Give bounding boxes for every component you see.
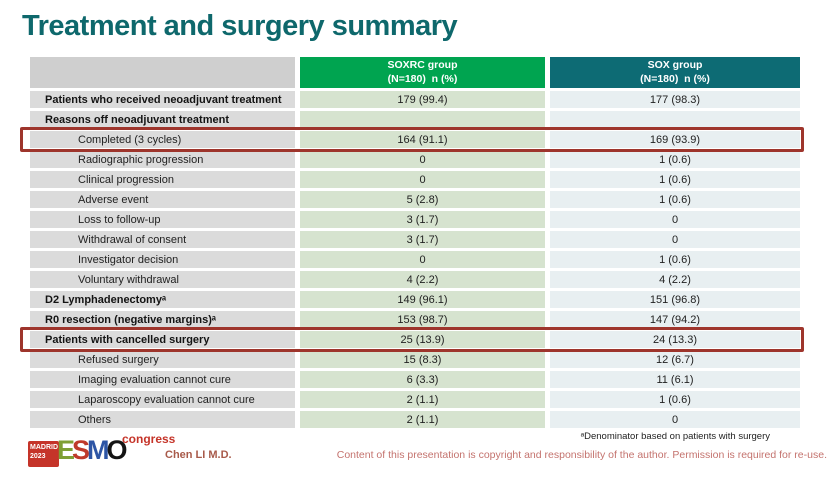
header-sox-label: SOX group: [647, 59, 703, 72]
sox-value: 169 (93.9): [550, 131, 800, 148]
sox-value: 0: [550, 231, 800, 248]
row-label: Completed (3 cycles): [30, 131, 295, 148]
soxrc-value: 25 (13.9): [300, 331, 545, 348]
copyright-notice: Content of this presentation is copyrigh…: [336, 449, 827, 461]
esmo-letter-s: S: [72, 435, 90, 465]
soxrc-value: 0: [300, 171, 545, 188]
soxrc-value: 0: [300, 251, 545, 268]
row-label: D2 Lymphadenectomyᵃ: [30, 291, 295, 308]
sox-value: 0: [550, 411, 800, 428]
logo-year: 2023: [30, 452, 46, 460]
soxrc-value: 2 (1.1): [300, 411, 545, 428]
row-label: Reasons off neoadjuvant treatment: [30, 111, 295, 128]
sox-value: 177 (98.3): [550, 91, 800, 108]
table-row: Completed (3 cycles) 164 (91.1) 169 (93.…: [20, 127, 804, 152]
table-row: Patients who received neoadjuvant treatm…: [30, 91, 800, 108]
sox-value: 11 (6.1): [550, 371, 800, 388]
soxrc-value: 0: [300, 151, 545, 168]
sox-value: 1 (0.6): [550, 151, 800, 168]
row-label: Voluntary withdrawal: [30, 271, 295, 288]
logo-city: MADRID: [30, 444, 58, 451]
soxrc-value: 4 (2.2): [300, 271, 545, 288]
madrid-2023-badge: MADRID 2023: [28, 441, 59, 467]
sox-value: 151 (96.8): [550, 291, 800, 308]
table-row: Voluntary withdrawal 4 (2.2) 4 (2.2): [30, 271, 800, 288]
header-sox-group: SOX group (N=180) n (%): [550, 57, 800, 88]
row-label: Patients who received neoadjuvant treatm…: [30, 91, 295, 108]
sox-value: [550, 111, 800, 128]
congress-label: congress: [122, 432, 176, 446]
slide-title: Treatment and surgery summary: [22, 10, 458, 42]
table-row: Imaging evaluation cannot cure 6 (3.3) 1…: [30, 371, 800, 388]
soxrc-value: 153 (98.7): [300, 311, 545, 328]
row-label: Clinical progression: [30, 171, 295, 188]
soxrc-value: 5 (2.8): [300, 191, 545, 208]
row-label: Refused surgery: [30, 351, 295, 368]
table-header-row: SOXRC group (N=180) n (%) SOX group (N=1…: [30, 57, 800, 88]
author-name: Chen LI M.D.: [165, 449, 232, 461]
soxrc-value: [300, 111, 545, 128]
soxrc-value: 149 (96.1): [300, 291, 545, 308]
sox-value: 24 (13.3): [550, 331, 800, 348]
table-row: Patients with cancelled surgery 25 (13.9…: [20, 327, 804, 352]
header-soxrc-group: SOXRC group (N=180) n (%): [300, 57, 545, 88]
table-row: R0 resection (negative margins)ᵃ 153 (98…: [30, 311, 800, 328]
esmo-letter-o: O: [106, 435, 128, 465]
table-row: Radiographic progression 0 1 (0.6): [30, 151, 800, 168]
sox-value: 1 (0.6): [550, 191, 800, 208]
esmo-wordmark: ESMO: [57, 435, 128, 466]
table-row: Adverse event 5 (2.8) 1 (0.6): [30, 191, 800, 208]
table-row: Loss to follow-up 3 (1.7) 0: [30, 211, 800, 228]
table-row: Reasons off neoadjuvant treatment: [30, 111, 800, 128]
header-sox-sublabel: (N=180) n (%): [640, 72, 710, 85]
summary-table: SOXRC group (N=180) n (%) SOX group (N=1…: [20, 57, 804, 431]
row-label: Withdrawal of consent: [30, 231, 295, 248]
sox-value: 147 (94.2): [550, 311, 800, 328]
sox-value: 0: [550, 211, 800, 228]
soxrc-value: 3 (1.7): [300, 231, 545, 248]
header-soxrc-sublabel: (N=180) n (%): [387, 72, 458, 85]
row-label: Adverse event: [30, 191, 295, 208]
soxrc-value: 15 (8.3): [300, 351, 545, 368]
row-label: Loss to follow-up: [30, 211, 295, 228]
soxrc-value: 179 (99.4): [300, 91, 545, 108]
esmo-letter-m: M: [87, 435, 109, 465]
soxrc-value: 6 (3.3): [300, 371, 545, 388]
sox-value: 1 (0.6): [550, 391, 800, 408]
table-row: Investigator decision 0 1 (0.6): [30, 251, 800, 268]
soxrc-value: 3 (1.7): [300, 211, 545, 228]
table-footnote: ᵃDenominator based on patients with surg…: [580, 431, 770, 442]
row-label: Patients with cancelled surgery: [30, 331, 295, 348]
sox-value: 4 (2.2): [550, 271, 800, 288]
row-label: Laparoscopy evaluation cannot cure: [30, 391, 295, 408]
sox-value: 1 (0.6): [550, 171, 800, 188]
row-label: R0 resection (negative margins)ᵃ: [30, 311, 295, 328]
row-label: Radiographic progression: [30, 151, 295, 168]
table-row: Refused surgery 15 (8.3) 12 (6.7): [30, 351, 800, 368]
table-row: Withdrawal of consent 3 (1.7) 0: [30, 231, 800, 248]
row-label: Investigator decision: [30, 251, 295, 268]
table-row: Others 2 (1.1) 0: [30, 411, 800, 428]
soxrc-value: 2 (1.1): [300, 391, 545, 408]
table-body: Patients who received neoadjuvant treatm…: [20, 91, 804, 428]
row-label: Imaging evaluation cannot cure: [30, 371, 295, 388]
esmo-letter-e: E: [57, 435, 75, 465]
soxrc-value: 164 (91.1): [300, 131, 545, 148]
sox-value: 12 (6.7): [550, 351, 800, 368]
row-label: Others: [30, 411, 295, 428]
table-row: Clinical progression 0 1 (0.6): [30, 171, 800, 188]
esmo-congress-logo: MADRID 2023 ESMO congress: [28, 432, 178, 474]
header-empty-cell: [30, 57, 295, 88]
table-row: Laparoscopy evaluation cannot cure 2 (1.…: [30, 391, 800, 408]
header-soxrc-label: SOXRC group: [387, 59, 458, 72]
sox-value: 1 (0.6): [550, 251, 800, 268]
table-row: D2 Lymphadenectomyᵃ 149 (96.1) 151 (96.8…: [30, 291, 800, 308]
